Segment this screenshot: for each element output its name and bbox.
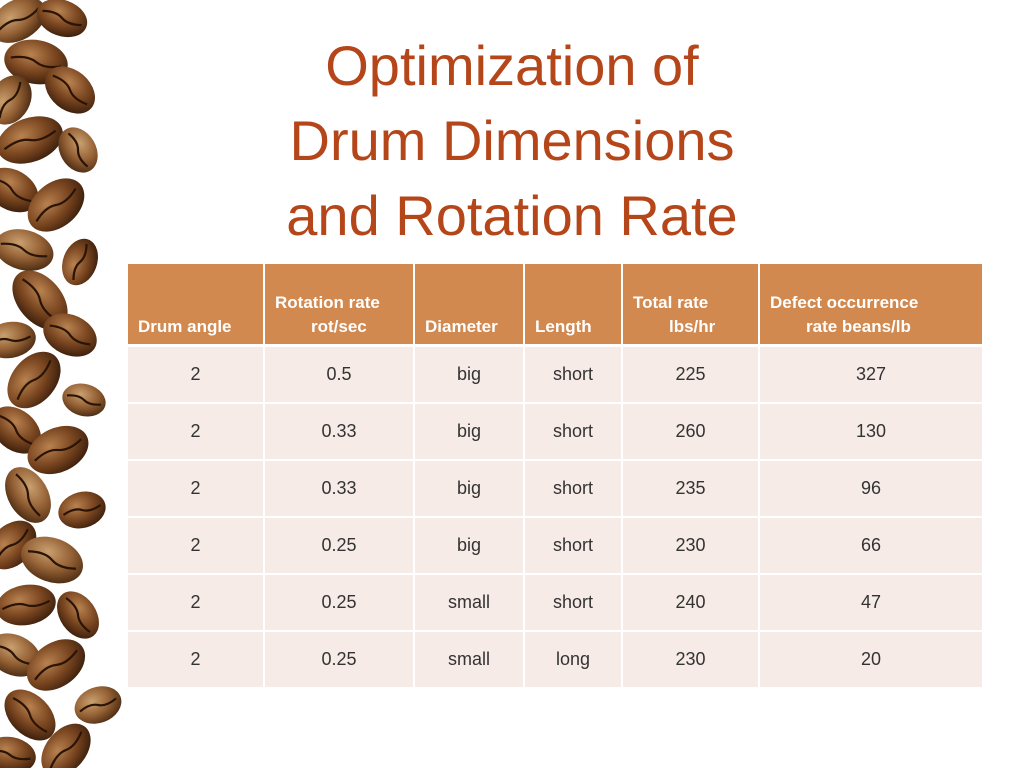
coffee-bean <box>62 383 106 417</box>
coffee-bean <box>0 406 42 454</box>
cell-total-rate: 230 <box>622 517 760 575</box>
title-line-1: Optimization of <box>325 34 699 97</box>
cell-diameter: big <box>414 345 525 404</box>
table-row: 2 0.33 big short 235 96 <box>128 460 982 518</box>
coffee-bean <box>41 723 91 768</box>
table-row: 2 0.25 big short 230 66 <box>128 517 982 575</box>
header-length: Length <box>524 264 623 347</box>
table-header-row: Drum angle Rotation rate rot/sec Diameter… <box>128 264 982 347</box>
table-row: 2 0.25 small long 230 20 <box>128 631 982 689</box>
coffee-bean <box>58 127 98 173</box>
coffee-bean <box>5 467 51 523</box>
cell-rotation-rate: 0.25 <box>264 517 415 575</box>
cell-defect-rate: 130 <box>759 403 982 461</box>
coffee-bean <box>4 689 56 741</box>
slide-title: Optimization of Drum Dimensions and Rota… <box>200 28 824 253</box>
coffee-bean <box>57 591 99 639</box>
cell-rotation-rate: 0.5 <box>264 345 415 404</box>
cell-rotation-rate: 0.33 <box>264 460 415 518</box>
header-total-rate: Total rate lbs/hr <box>622 264 760 347</box>
cell-drum-angle: 2 <box>128 574 265 632</box>
cell-defect-rate: 66 <box>759 517 982 575</box>
coffee-bean <box>44 66 96 114</box>
cell-defect-rate: 20 <box>759 631 982 689</box>
coffee-bean <box>0 75 32 125</box>
coffee-bean <box>0 116 63 164</box>
coffee-bean <box>74 686 122 724</box>
cell-diameter: big <box>414 460 525 518</box>
cell-diameter: small <box>414 574 525 632</box>
cell-rotation-rate: 0.25 <box>264 574 415 632</box>
coffee-bean <box>36 0 88 38</box>
header-drum-angle: Drum angle <box>128 264 265 347</box>
cell-length: short <box>524 517 623 575</box>
coffee-bean <box>0 736 36 768</box>
cell-rotation-rate: 0.33 <box>264 403 415 461</box>
coffee-bean <box>43 313 97 357</box>
cell-total-rate: 260 <box>622 403 760 461</box>
header-diameter: Diameter <box>414 264 525 347</box>
cell-defect-rate: 327 <box>759 345 982 404</box>
cell-length: short <box>524 574 623 632</box>
title-line-3: and Rotation Rate <box>286 184 738 247</box>
cell-total-rate: 235 <box>622 460 760 518</box>
coffee-bean <box>0 321 36 359</box>
cell-diameter: big <box>414 517 525 575</box>
cell-defect-rate: 47 <box>759 574 982 632</box>
title-line-2: Drum Dimensions <box>289 109 735 172</box>
table-row: 2 0.25 small short 240 47 <box>128 574 982 632</box>
cell-length: short <box>524 460 623 518</box>
cell-defect-rate: 96 <box>759 460 982 518</box>
cell-length: short <box>524 345 623 404</box>
coffee-bean <box>58 491 106 529</box>
cell-rotation-rate: 0.25 <box>264 631 415 689</box>
drum-optimization-table: Drum angle Rotation rate rot/sec Diameter… <box>128 264 982 689</box>
coffee-bean <box>0 633 41 677</box>
cell-diameter: small <box>414 631 525 689</box>
cell-total-rate: 240 <box>622 574 760 632</box>
cell-drum-angle: 2 <box>128 460 265 518</box>
cell-drum-angle: 2 <box>128 631 265 689</box>
coffee-bean <box>62 238 98 286</box>
cell-length: short <box>524 403 623 461</box>
table-row: 2 0.33 big short 260 130 <box>128 403 982 461</box>
cell-total-rate: 230 <box>622 631 760 689</box>
coffee-bean <box>0 167 39 213</box>
cell-drum-angle: 2 <box>128 517 265 575</box>
coffee-bean <box>27 425 89 475</box>
coffee-bean <box>27 178 85 232</box>
header-rotation-rate: Rotation rate rot/sec <box>264 264 415 347</box>
coffee-bean <box>26 639 86 691</box>
cell-drum-angle: 2 <box>128 403 265 461</box>
cell-total-rate: 225 <box>622 345 760 404</box>
cell-drum-angle: 2 <box>128 345 265 404</box>
coffee-bean <box>7 351 61 409</box>
header-defect-rate: Defect occurrence rate beans/lb <box>759 264 982 347</box>
table-row: 2 0.5 big short 225 327 <box>128 345 982 404</box>
coffee-bean <box>21 536 83 584</box>
cell-diameter: big <box>414 403 525 461</box>
coffee-bean <box>0 229 54 271</box>
coffee-bean <box>12 270 68 330</box>
cell-length: long <box>524 631 623 689</box>
coffee-bean <box>0 0 46 43</box>
coffee-bean <box>0 584 56 626</box>
coffee-beans-border <box>0 0 130 768</box>
